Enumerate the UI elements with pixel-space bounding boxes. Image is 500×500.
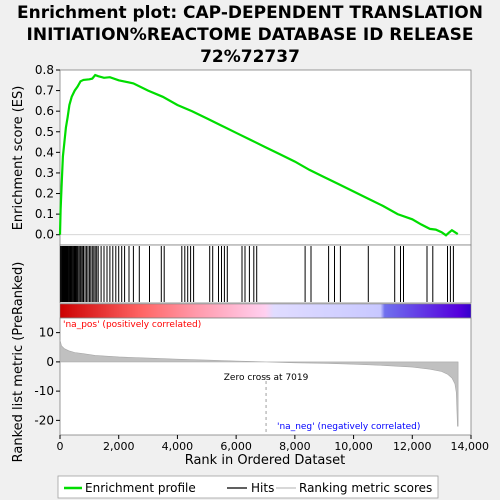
legend: Enrichment profile Hits Ranking metric s… bbox=[57, 475, 439, 499]
legend-es-label: Enrichment profile bbox=[85, 481, 196, 495]
enrichment-profile-line bbox=[58, 73, 459, 237]
es-axis-ticks: 0.0 0.1 0.2 0.3 0.4 0.5 0.6 0.7 0.8 bbox=[35, 63, 471, 242]
pos-label: 'na_pos' (positively correlated) bbox=[63, 320, 201, 330]
metric-axis-ticks: 10 0 -10 -20 bbox=[34, 326, 60, 427]
es-ytick-label: 0.1 bbox=[35, 207, 54, 221]
es-ytick-label: 0.4 bbox=[35, 145, 54, 159]
title-line-3: 72%72737 bbox=[200, 47, 300, 67]
ranking-metric-area bbox=[59, 339, 459, 427]
xtick-label: 6,000 bbox=[220, 440, 252, 453]
xtick-label: 10,000 bbox=[334, 440, 373, 453]
hits-markers bbox=[60, 246, 454, 302]
es-ylabel: Enrichment score (ES) bbox=[11, 86, 26, 231]
metric-ytick-label: -10 bbox=[34, 384, 54, 398]
es-ytick-label: 0.8 bbox=[35, 63, 54, 77]
zero-cross-label: Zero cross at 7019 bbox=[224, 373, 309, 383]
es-ytick-label: 0.0 bbox=[35, 228, 54, 242]
title-line-1: Enrichment plot: CAP-DEPENDENT TRANSLATI… bbox=[17, 3, 483, 23]
x-axis-ticks: 0 2,000 4,000 6,000 8,000 10,000 12,000 14,000 bbox=[57, 435, 490, 453]
xtick-label: 12,000 bbox=[393, 440, 432, 453]
metric-ytick-label: 0 bbox=[46, 355, 54, 369]
rank-color-strip bbox=[59, 303, 472, 319]
metric-ytick-label: -20 bbox=[34, 413, 54, 427]
rank-color-bar bbox=[59, 303, 472, 319]
xtick-label: 14,000 bbox=[451, 440, 490, 453]
legend-hits-label: Hits bbox=[251, 481, 274, 495]
xtick-label: 8,000 bbox=[279, 440, 311, 453]
metric-ytick-label: 10 bbox=[39, 326, 54, 340]
es-ytick-label: 0.6 bbox=[35, 104, 54, 118]
metric-panel bbox=[59, 317, 472, 436]
es-ytick-label: 0.7 bbox=[35, 84, 54, 98]
xtick-label: 0 bbox=[57, 440, 64, 453]
neg-label: 'na_neg' (negatively correlated) bbox=[277, 422, 420, 432]
xtick-label: 4,000 bbox=[162, 440, 194, 453]
metric-ylabel: Ranked list metric (PreRanked) bbox=[11, 262, 26, 463]
title-line-2: INITIATION%REACTOME DATABASE ID RELEASE bbox=[27, 25, 474, 45]
es-ytick-label: 0.2 bbox=[35, 187, 54, 201]
xtick-label: 2,000 bbox=[103, 440, 135, 453]
es-ytick-label: 0.3 bbox=[35, 166, 54, 180]
legend-box bbox=[57, 475, 439, 499]
x-axis-label: Rank in Ordered Dataset bbox=[185, 453, 346, 468]
legend-metric-label: Ranking metric scores bbox=[299, 481, 432, 495]
es-ytick-label: 0.5 bbox=[35, 125, 54, 139]
title-block: Enrichment plot: CAP-DEPENDENT TRANSLATI… bbox=[17, 3, 483, 67]
